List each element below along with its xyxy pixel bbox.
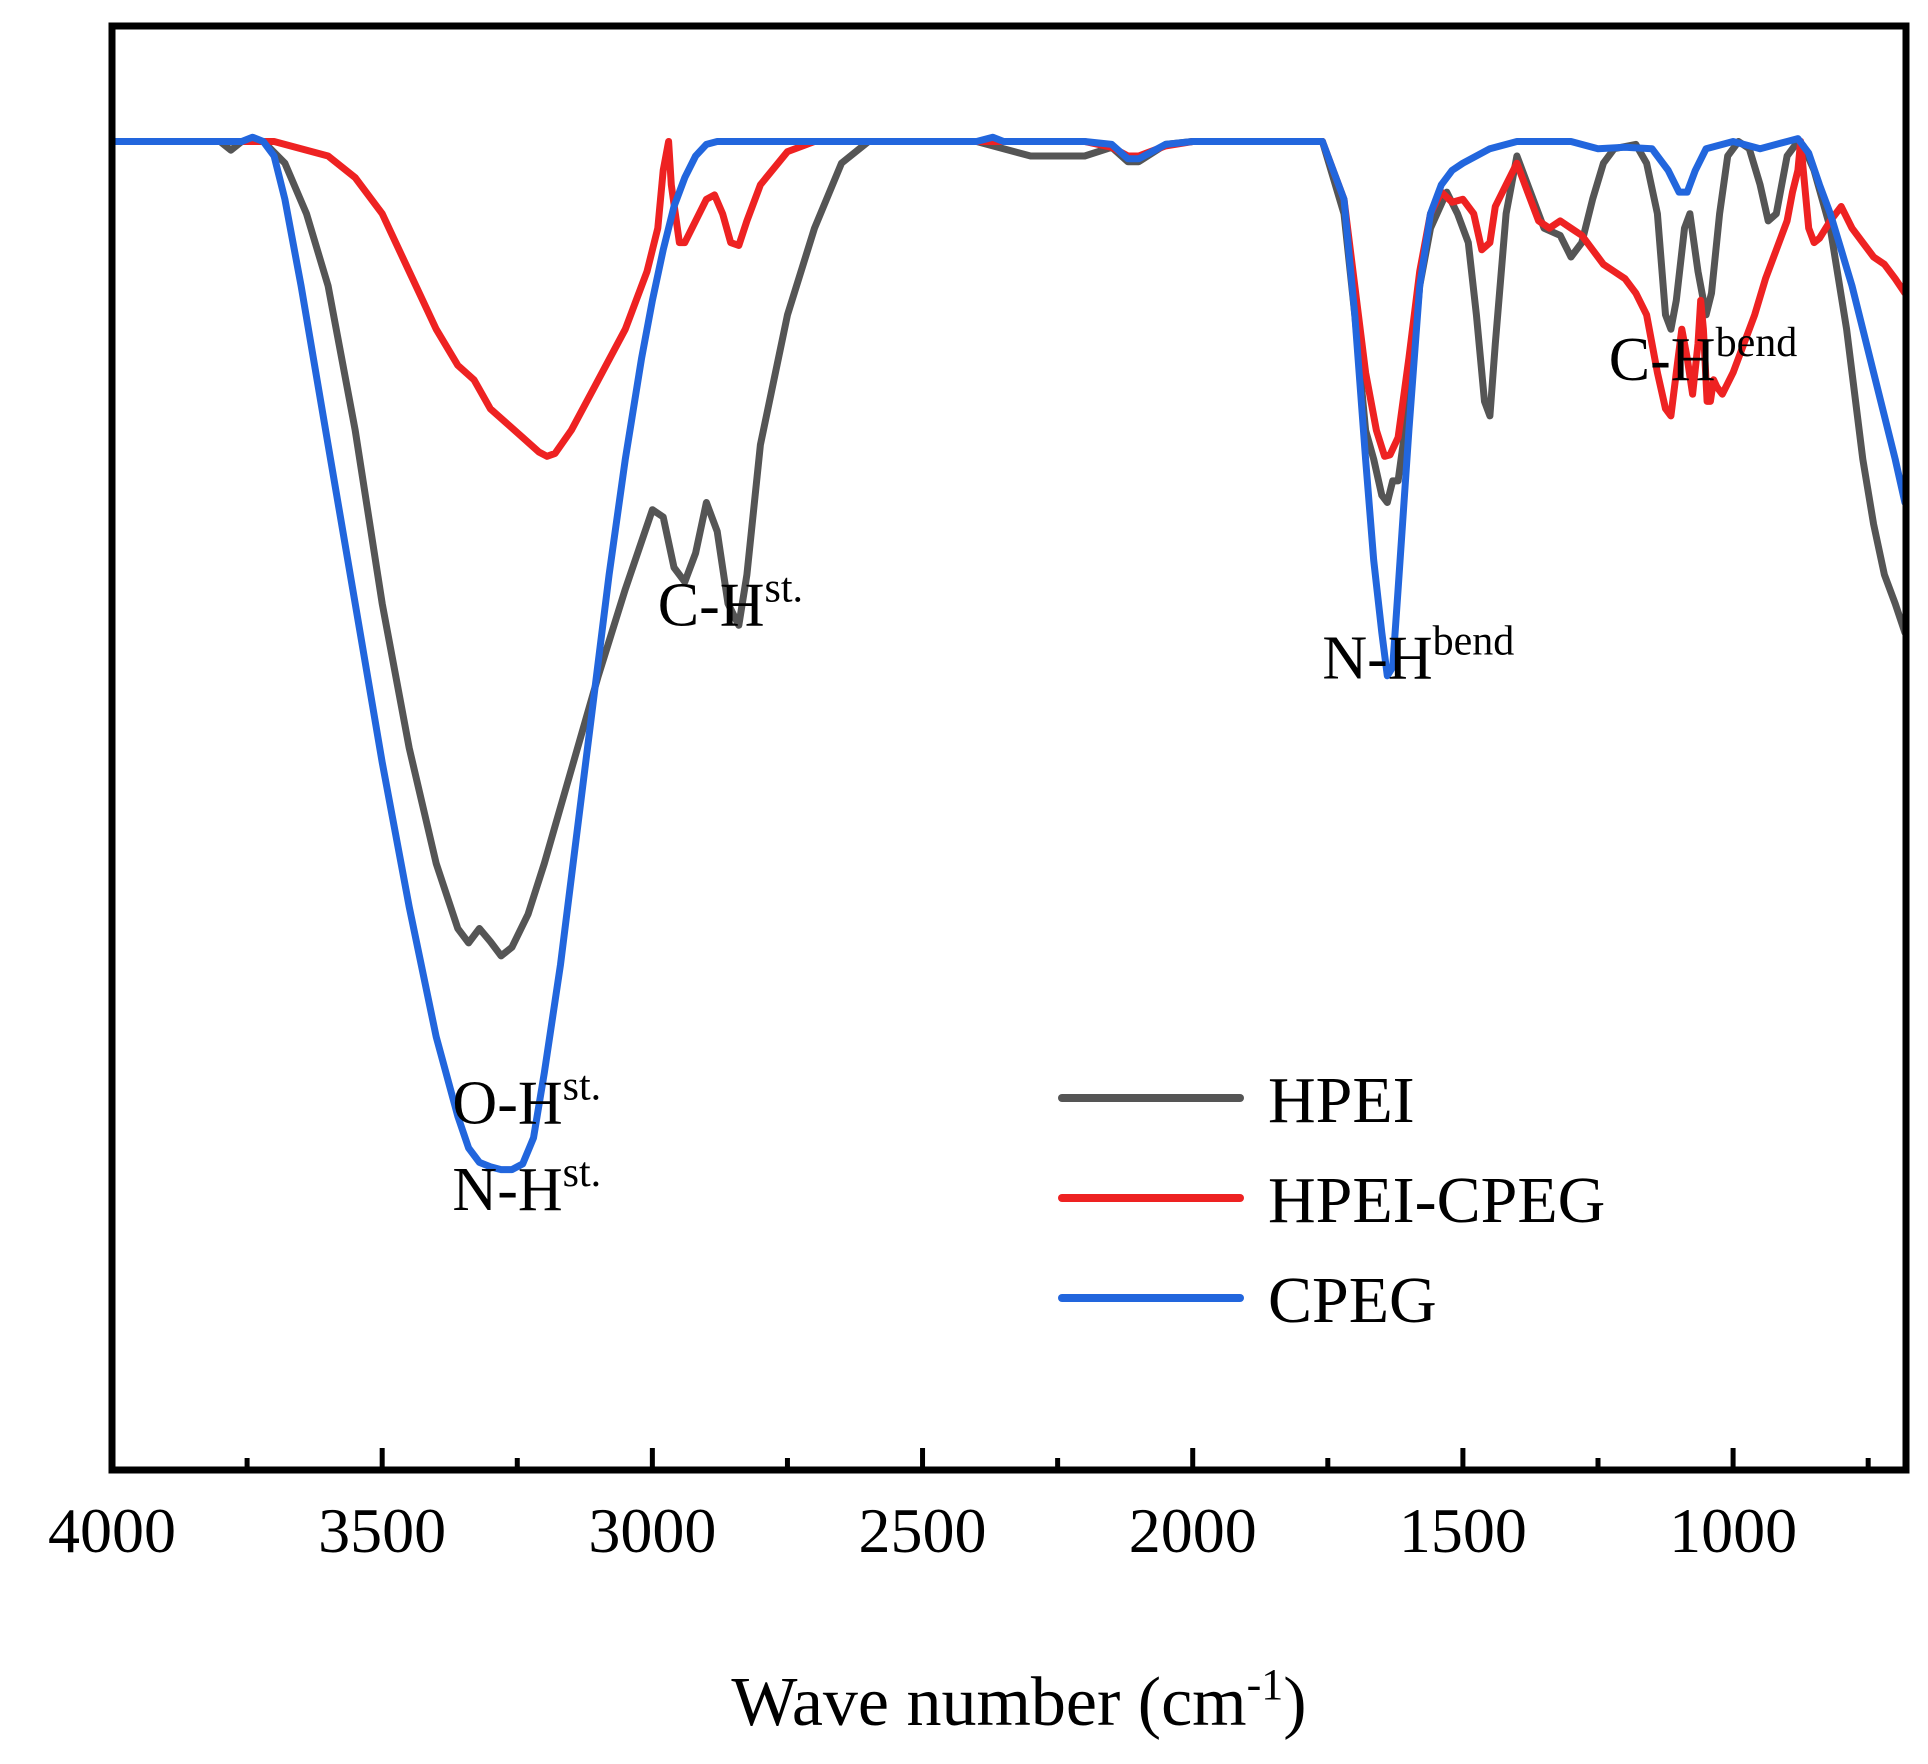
x-axis: 4000 3500 3000 2500 2000 1500 1000 — [48, 1448, 1871, 1566]
x-axis-label: Wave number (cm-1) — [731, 1660, 1306, 1741]
x-tick-label: 4000 — [48, 1495, 176, 1566]
series-line-cpeg — [108, 133, 1909, 1174]
legend-label-cpeg: CPEG — [1268, 1264, 1437, 1337]
peak-annotation: O-Hst. — [452, 1063, 601, 1137]
x-tick-label: 3000 — [588, 1495, 716, 1566]
x-tick-label: 1500 — [1399, 1495, 1527, 1566]
legend-label-hpei-cpeg: HPEI-CPEG — [1268, 1164, 1605, 1237]
legend: HPEI HPEI-CPEG CPEG — [1058, 1064, 1605, 1337]
legend-label-hpei: HPEI — [1268, 1064, 1415, 1137]
x-tick-label: 2000 — [1129, 1495, 1257, 1566]
peak-annotation: C-Hst. — [658, 565, 803, 639]
annotations: O-Hst. N-Hst. C-Hst. N-Hbend C-Hbend — [452, 320, 1797, 1224]
plot-frame — [108, 22, 1910, 1474]
x-tick-label: 3500 — [318, 1495, 446, 1566]
peak-annotation: C-Hbend — [1609, 320, 1797, 394]
peak-annotation: N-Hst. — [452, 1150, 601, 1224]
peak-annotation: N-Hbend — [1322, 619, 1514, 693]
series-line-hpei-cpeg — [108, 138, 1909, 460]
x-tick-label: 2500 — [859, 1495, 987, 1566]
series-layer — [108, 133, 1909, 1174]
series-line-hpei — [108, 138, 1909, 960]
x-tick-label: 1000 — [1669, 1495, 1797, 1566]
